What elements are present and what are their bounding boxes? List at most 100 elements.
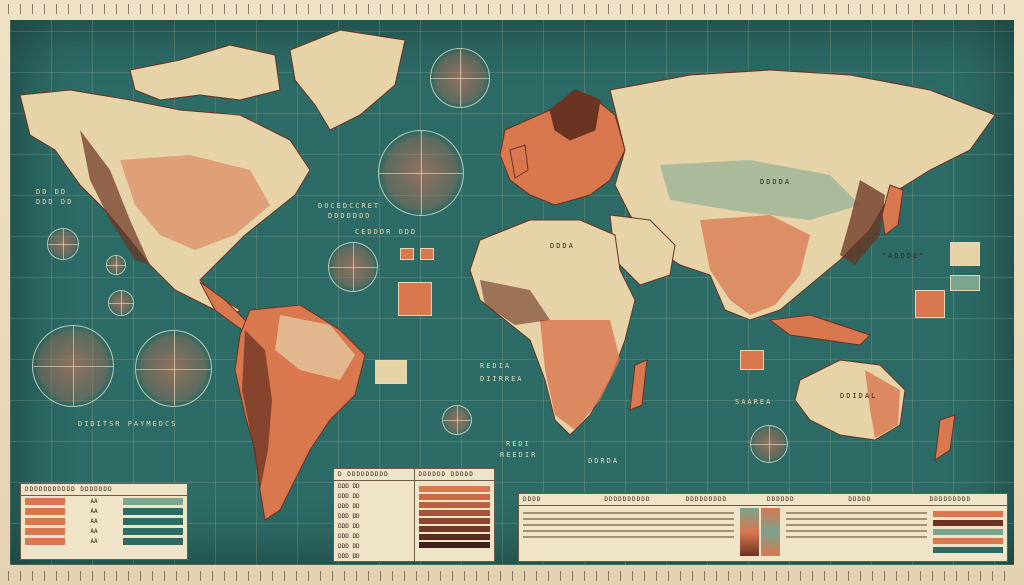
- scale-bar: [418, 518, 490, 524]
- label-australia-inner: DDIDAL: [840, 392, 878, 400]
- legend-mid-row: DDD DD: [334, 521, 414, 531]
- legend-right-header: DDDDDD: [762, 494, 845, 506]
- scale-bar: [418, 494, 490, 500]
- row-swatch: [25, 497, 65, 505]
- label-indian-south2: REEDIR: [500, 451, 538, 459]
- legend-mid-row: DDD DD: [334, 501, 414, 511]
- color-bar: [933, 511, 1003, 517]
- placeholder-line: [523, 536, 735, 538]
- australia-east: [865, 370, 900, 438]
- swatch-column: [761, 508, 781, 556]
- inset-circle-pacific-small-3: [108, 290, 134, 316]
- scale-bar: [418, 542, 490, 548]
- inset-square-3: [420, 248, 434, 260]
- world-map: DD DD DDD DD DOCEDCCRET DDDDDDD CEDDDR O…: [10, 20, 1014, 565]
- row-label: DDD DD: [338, 522, 360, 530]
- label-asia-right: "ADDDE": [882, 252, 926, 260]
- legend-panel-right: DDDD DDDDDDDDDD DDDDDDDDD DDDDDD DDDDD DDDDDD…: [518, 493, 1008, 562]
- row-code: AA: [90, 517, 98, 525]
- scandinavia: [549, 89, 601, 141]
- legend-right-headers: DDDD DDDDDDDDDD DDDDDDDDD DDDDDD DDDDD DDDDDD…: [519, 494, 1007, 506]
- row-code: AA: [90, 497, 98, 505]
- asia-central-band: [660, 160, 860, 220]
- placeholder-line: [523, 512, 735, 514]
- swatch-column: [740, 508, 760, 556]
- legend-right-header: DDDDDDDDDD: [600, 494, 682, 506]
- label-atlantic-north: DOCEDCCRET: [318, 202, 381, 210]
- row-label: DDD DD: [338, 512, 360, 520]
- label-indian-east: DDRDA: [588, 457, 620, 465]
- placeholder-line: [523, 530, 735, 532]
- placeholder-line: [786, 536, 927, 538]
- row-bar: [122, 507, 183, 515]
- north-america-west-coast: [80, 130, 150, 265]
- inset-square-8: [740, 350, 764, 370]
- inset-square-5: [915, 290, 945, 318]
- legend-right-color-bars: [933, 508, 1003, 556]
- row-swatch: [25, 517, 65, 525]
- legend-right-text-rows: [523, 508, 735, 556]
- south-america-west: [242, 330, 272, 490]
- scale-bar: [418, 502, 490, 508]
- madagascar: [629, 359, 648, 411]
- row-bar: [122, 497, 183, 505]
- inset-square-2: [400, 248, 414, 260]
- new-zealand: [934, 414, 956, 462]
- label-south-pacific: DIDITSR PAYMEDCS: [78, 420, 178, 428]
- row-label: DDD DD: [338, 542, 360, 550]
- label-russia: DDDDA: [760, 178, 792, 186]
- greenland: [289, 29, 406, 131]
- label-north-america-left: DD DD: [36, 188, 68, 196]
- uk: [509, 144, 529, 179]
- inset-square-6: [950, 242, 980, 266]
- row-label: DDD DD: [338, 502, 360, 510]
- landmasses: [19, 29, 996, 521]
- placeholder-line: [786, 512, 927, 514]
- inset-circle-south-atlantic: [442, 405, 472, 435]
- legend-mid-color-scale: [413, 481, 495, 561]
- inset-circle-pacific-mid: [135, 330, 212, 407]
- legend-mid-title-left: D DDDDDDDDD: [334, 469, 414, 481]
- legend-mid-row: DDD DD: [334, 511, 414, 521]
- asia-south: [700, 215, 810, 315]
- inset-circle-pacific-small-1: [47, 228, 79, 260]
- placeholder-line: [523, 524, 735, 526]
- legend-left-row: AA: [21, 536, 187, 546]
- legend-left-row: AA: [21, 496, 187, 506]
- inset-square-4: [375, 360, 407, 384]
- legend-mid-rows: DDD DD DDD DD DDD DD DDD DD DDD DD DDD DD DDD …: [334, 481, 414, 561]
- row-bar: [122, 537, 183, 545]
- color-bar: [933, 520, 1003, 526]
- legend-panel-middle: D DDDDDDDDD DDDDDD DDDDD DDD DD DDD DD DDD…: [333, 468, 495, 562]
- color-bar: [933, 538, 1003, 544]
- row-code: AA: [90, 527, 98, 535]
- legend-panel-left: DDDDDDDDDDD DDDDDDD AA AA AA AA AA: [20, 483, 188, 560]
- row-swatch: [25, 507, 65, 515]
- scale-bar: [418, 510, 490, 516]
- indonesia: [768, 314, 871, 346]
- inset-circle-atlantic-small: [328, 242, 378, 292]
- inset-circle-pacific-small-2: [106, 255, 126, 275]
- top-scale-ruler: [8, 4, 1016, 14]
- label-south-atlantic2: DIIRREA: [480, 375, 524, 383]
- placeholder-line: [523, 518, 735, 520]
- legend-right-text-rows-2: [786, 508, 927, 556]
- label-africa: DDDA: [550, 242, 575, 250]
- row-label: DDD DD: [338, 482, 360, 490]
- label-australia-area: SAAREA: [735, 398, 773, 406]
- inset-circle-pacific-west: [32, 325, 114, 407]
- label-atlantic-mid: CEDDDR ODD: [355, 228, 418, 236]
- africa-south: [540, 320, 620, 430]
- label-indian-south: REDI: [506, 440, 531, 448]
- row-bar: [122, 517, 183, 525]
- legend-mid-row: DDD DD: [334, 481, 414, 491]
- legend-left-title: DDDDDDDDDDD DDDDDDD: [21, 484, 187, 496]
- inset-square-7: [950, 275, 980, 291]
- label-atlantic-north2: DDDDDDD: [328, 212, 372, 220]
- inset-circle-indian: [750, 425, 788, 463]
- row-swatch: [25, 527, 65, 535]
- scale-bar: [418, 486, 490, 492]
- placeholder-line: [786, 530, 927, 532]
- placeholder-line: [786, 524, 927, 526]
- row-code: AA: [90, 537, 98, 545]
